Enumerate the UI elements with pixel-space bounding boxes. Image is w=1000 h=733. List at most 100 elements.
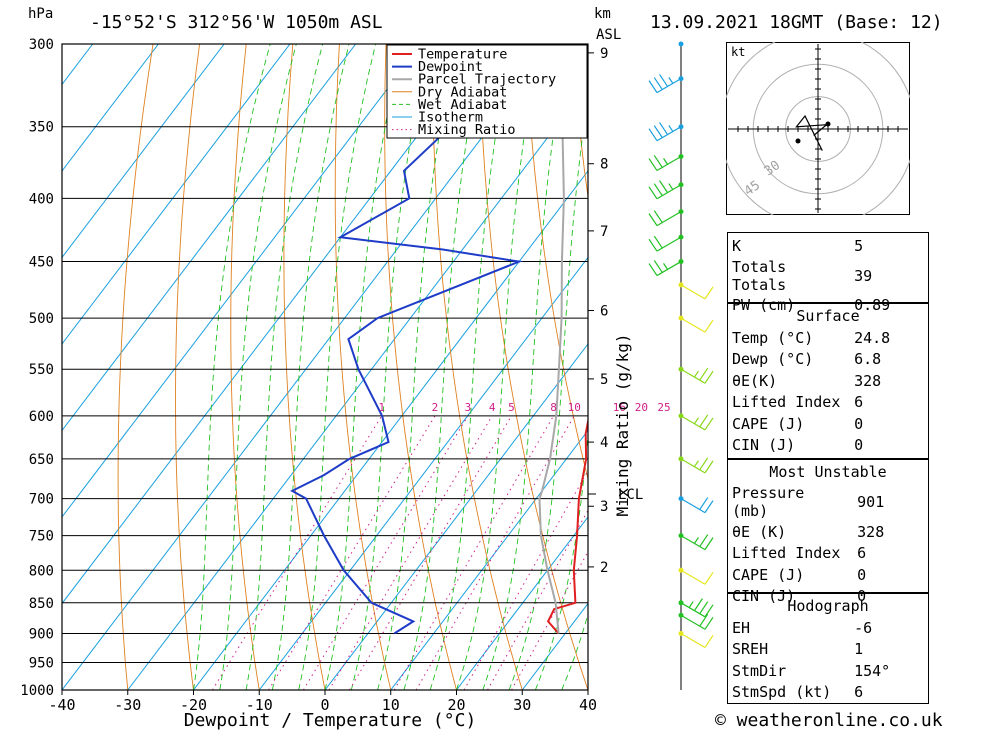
surface-box: Surface Temp (°C) 24.8 Dewp (°C) 6.8 θE(K) 32… <box>727 302 929 460</box>
lcl-label: LCL <box>618 487 643 503</box>
km-tick-label: 3 <box>600 499 608 515</box>
index-label: Lifted Index <box>732 544 841 563</box>
index-value: 154° <box>854 661 891 680</box>
index-row: PW (cm) 0.89 <box>728 295 928 317</box>
wind-barb <box>678 456 714 474</box>
wind-barb-flag <box>699 367 709 381</box>
x-axis-label: Dewpoint / Temperature (°C) <box>184 710 477 731</box>
isotherm-line <box>456 516 588 690</box>
hodograph-indices-box: Hodograph EH -6 SREH 1 StmDir 154° StmSpd (kt)… <box>727 592 929 704</box>
wind-barb-flag <box>648 158 658 171</box>
mixing-ratio-axis-label: Mixing Ratio (g/kg) <box>613 333 632 516</box>
km-tick-label: 8 <box>600 157 608 173</box>
isotherm-line <box>62 44 488 605</box>
mixing-ratio-line <box>268 415 436 690</box>
km-tick-label: 5 <box>600 372 608 388</box>
index-row: Lifted Index 6 <box>728 392 928 414</box>
dewpoint-line <box>290 44 534 635</box>
pressure-tick-label: 300 <box>29 37 54 53</box>
index-label: SREH <box>732 640 769 659</box>
pressure-tick-label: 650 <box>29 452 54 468</box>
mixing-ratio-line <box>328 415 493 690</box>
pressure-tick-label: 400 <box>29 191 54 207</box>
legend-label: Isotherm <box>418 110 483 126</box>
wind-barb-flag <box>704 537 714 550</box>
wind-barb <box>678 282 714 300</box>
wind-barb <box>648 234 684 252</box>
temperature-tick-label: 0 <box>320 696 329 714</box>
index-label: Lifted Index <box>732 393 841 412</box>
wind-barb <box>678 533 714 551</box>
index-label: PW (cm) <box>732 296 796 315</box>
mixing-ratio-label: 4 <box>489 401 496 414</box>
surface-title: Surface <box>796 307 860 325</box>
index-row: CAPE (J) 0 <box>728 564 928 586</box>
mixing-ratio-line <box>393 415 554 690</box>
wind-barb-flag <box>704 635 714 648</box>
index-row: CIN (J) 0 <box>728 586 928 608</box>
temperature-tick-label: -10 <box>246 696 273 714</box>
wind-barb-flag <box>648 128 658 142</box>
wind-barb <box>648 209 684 227</box>
index-value: 5 <box>854 236 864 255</box>
index-row: SREH 1 <box>728 639 928 661</box>
index-label: CAPE (J) <box>732 565 805 584</box>
legend-label: Dry Adiabat <box>418 84 507 100</box>
wind-barb-flag <box>653 125 663 138</box>
wind-barb-shaft <box>680 415 706 431</box>
index-row: Temp (°C) 24.8 <box>728 327 928 349</box>
wind-barb-half-flag <box>693 417 699 425</box>
wet-adiabat-line <box>508 94 588 690</box>
pressure-tick-label: 1000 <box>20 683 54 699</box>
hodograph-unit-label: kt <box>731 45 745 59</box>
index-label: Dewp (°C) <box>732 350 814 369</box>
index-value: 901 <box>857 493 885 511</box>
wind-barb-half-flag <box>663 263 669 270</box>
wind-barb-flag <box>704 417 714 431</box>
km-unit-label: km <box>594 6 611 22</box>
hodograph-ring-label: 30 <box>762 158 783 179</box>
hodograph-storm-motion-dot <box>825 121 831 127</box>
wind-barb <box>678 630 714 648</box>
isotherm-line <box>62 44 225 259</box>
wet-adiabat-line <box>403 44 485 690</box>
dry-adiabat-line <box>619 44 720 690</box>
wind-barb <box>678 413 714 431</box>
wind-barb-dot <box>678 41 684 47</box>
hodograph-point-dot <box>795 138 801 144</box>
dry-adiabat-line <box>230 44 260 690</box>
temperature-tick-label: -30 <box>114 696 141 714</box>
dry-adiabat-line <box>571 44 588 201</box>
isotherm-line <box>193 170 588 690</box>
asl-unit-label: ASL <box>596 27 622 43</box>
mixing-ratio-label: 16 <box>613 401 626 414</box>
credit-link[interactable]: © weatheronline.co.uk <box>715 710 943 731</box>
wind-barb-shaft <box>680 614 706 630</box>
index-label: CIN (J) <box>732 436 796 455</box>
wind-barb-flag <box>653 183 663 197</box>
wind-barb-flag <box>704 571 714 585</box>
wind-barb-flag <box>653 260 663 273</box>
pressure-tick-label: 700 <box>29 492 54 508</box>
wind-barb-shaft <box>680 535 706 551</box>
index-row: EH -6 <box>728 617 928 639</box>
wind-barb-flag <box>653 210 663 223</box>
wind-barb-shaft <box>656 156 682 172</box>
index-label: K <box>732 236 742 255</box>
index-value: 0 <box>854 414 864 433</box>
dry-adiabat-line <box>283 44 326 690</box>
index-label: Pressure (mb) <box>732 484 805 520</box>
wind-barb-flag <box>699 457 709 471</box>
skewt-chart: 1 2 3 4 5 8 10 16 20 2530035040045050055060065070… <box>20 37 720 731</box>
wind-barb-flag <box>704 286 714 300</box>
km-tick-label: 7 <box>600 224 608 240</box>
wind-barb-shaft <box>680 284 706 300</box>
wind-barb-half-flag <box>668 125 674 132</box>
legend-label: Wet Adiabat <box>418 97 507 113</box>
wind-barb-flag <box>648 186 658 200</box>
index-row: θE (K) 328 <box>728 521 928 543</box>
temperature-tick-label: 10 <box>382 696 400 714</box>
mixing-ratio-label: 3 <box>465 401 472 414</box>
wind-barb-flag <box>653 77 663 90</box>
